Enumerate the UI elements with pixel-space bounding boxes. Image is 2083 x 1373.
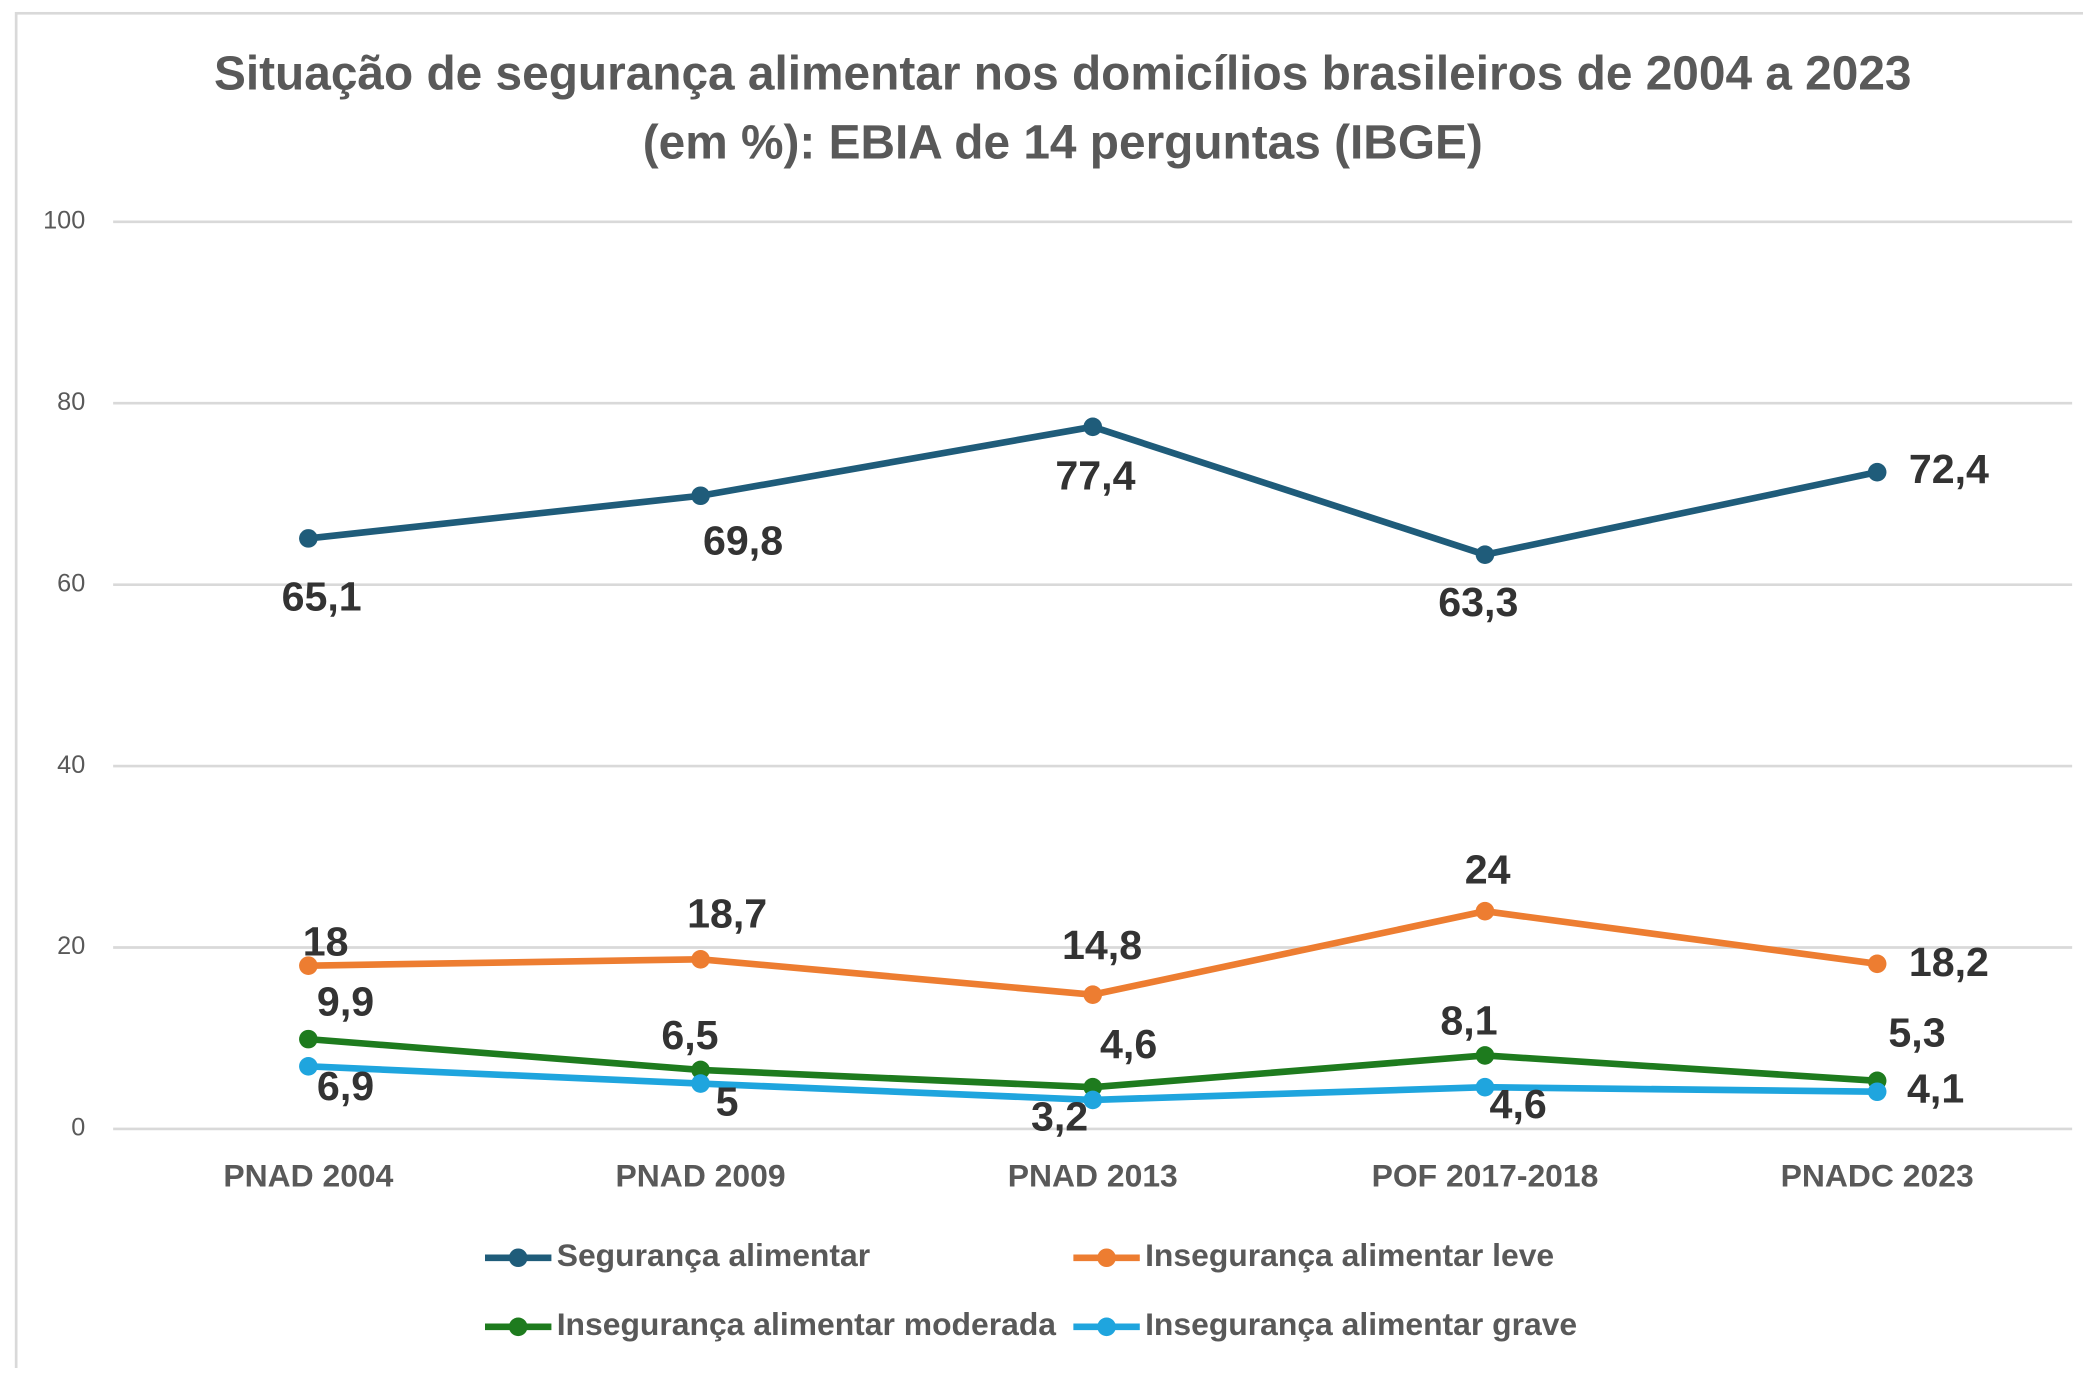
data-label: 4,6 xyxy=(1100,1021,1157,1067)
data-point xyxy=(1083,985,1103,1004)
data-point xyxy=(299,1029,318,1049)
data-label: 72,4 xyxy=(1909,446,1989,492)
legend-swatch xyxy=(1097,1317,1116,1337)
data-label: 24 xyxy=(1465,847,1511,893)
data-point xyxy=(1475,901,1495,921)
data-label: 9,9 xyxy=(317,978,374,1024)
data-label: 4,6 xyxy=(1490,1081,1547,1127)
data-point xyxy=(1867,954,1887,974)
data-label: 6,9 xyxy=(317,1063,374,1109)
chart-title: (em %): EBIA de 14 perguntas (IBGE) xyxy=(643,117,1483,170)
data-point xyxy=(299,529,318,548)
y-tick-label: 40 xyxy=(57,751,85,779)
chart-area xyxy=(14,11,2083,1373)
legend-label: Insegurança alimentar grave xyxy=(1145,1306,1577,1342)
legend-swatch xyxy=(1097,1248,1116,1268)
data-point xyxy=(1083,1090,1103,1110)
legend-label: Insegurança alimentar moderada xyxy=(557,1306,1057,1342)
data-point xyxy=(1867,462,1887,482)
data-label: 5,3 xyxy=(1888,1010,1945,1056)
legend-swatch xyxy=(508,1248,528,1268)
y-tick-label: 0 xyxy=(71,1114,85,1142)
y-tick-label: 80 xyxy=(57,388,85,416)
data-label: 6,5 xyxy=(661,1012,718,1058)
data-point xyxy=(691,1074,710,1093)
data-label: 5 xyxy=(716,1079,739,1125)
data-point xyxy=(691,486,710,506)
data-point xyxy=(299,956,318,975)
data-label: 18,2 xyxy=(1909,939,1989,985)
data-point xyxy=(1475,545,1495,565)
data-point xyxy=(1867,1082,1887,1102)
data-label: 4,1 xyxy=(1907,1066,1964,1112)
data-label: 8,1 xyxy=(1440,997,1497,1043)
y-tick-label: 60 xyxy=(57,569,85,597)
chart-title: Situação de segurança alimentar nos domi… xyxy=(214,48,1912,101)
x-tick-label: POF 2017-2018 xyxy=(1372,1157,1599,1193)
x-tick-label: PNAD 2013 xyxy=(1008,1157,1178,1193)
x-tick-label: PNADC 2023 xyxy=(1781,1157,1974,1193)
data-label: 14,8 xyxy=(1062,922,1142,968)
legend-swatch xyxy=(508,1317,528,1337)
x-tick-label: PNAD 2009 xyxy=(616,1157,786,1193)
data-point xyxy=(299,1057,318,1076)
data-point xyxy=(1475,1077,1495,1097)
data-label: 77,4 xyxy=(1055,452,1135,498)
legend-label: Segurança alimentar xyxy=(557,1237,870,1273)
data-label: 3,2 xyxy=(1031,1094,1088,1140)
legend-label: Insegurança alimentar leve xyxy=(1145,1237,1554,1273)
x-tick-label: PNAD 2004 xyxy=(223,1157,393,1193)
y-tick-label: 20 xyxy=(57,932,85,960)
data-label: 18,7 xyxy=(687,891,767,937)
data-label: 63,3 xyxy=(1438,579,1518,625)
data-point xyxy=(691,950,710,969)
data-label: 69,8 xyxy=(703,517,783,563)
y-tick-label: 100 xyxy=(43,206,85,234)
data-label: 18 xyxy=(303,918,349,964)
data-label: 65,1 xyxy=(282,573,362,619)
data-point xyxy=(1475,1046,1495,1065)
data-point xyxy=(691,1060,710,1080)
data-point xyxy=(1083,417,1103,437)
